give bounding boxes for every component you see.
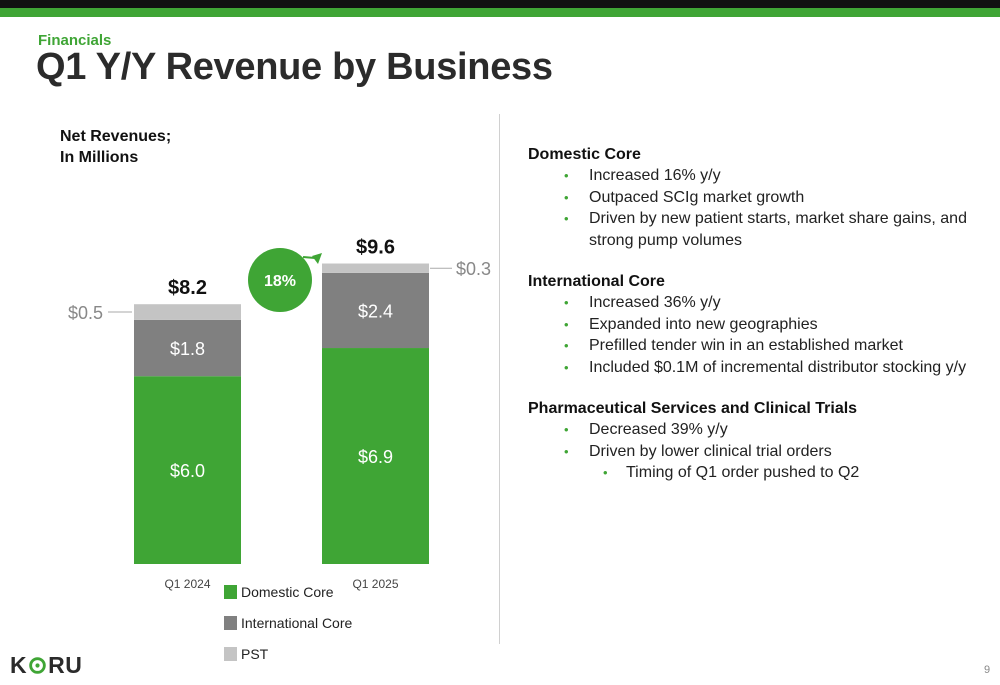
legend-swatch-international-core [224,616,237,630]
commentary-heading: International Core [528,273,665,290]
bullet-item: Outpaced SCIg market growth [528,187,968,209]
total-label: $9.6 [356,237,395,259]
commentary-heading: Domestic Core [528,146,641,163]
total-label: $8.2 [168,277,207,299]
growth-arrow-line [302,255,316,259]
bar-segment-international-core [322,272,429,349]
bar-segment-domestic-core [322,348,429,564]
x-tick-label: Q1 2024 [164,577,210,591]
revenue-chart: $6.0 $1.8 Q1 2024 $8.2 $6.9 $2.4 Q1 2025 $9.6 $0… [68,237,491,591]
chart-title-line-2: In Millions [60,149,139,166]
section-label: Financials [38,32,112,49]
bar-segment-pst [134,304,241,320]
bullet-item: Increased 36% y/y [528,292,968,314]
legend-item-pst: PST [224,646,268,662]
bullet-item: Driven by new patient starts, market sha… [528,208,968,251]
bullet-list: Increased 16% y/y Outpaced SCIg market g… [528,165,968,251]
bullet-item: Decreased 39% y/y [528,419,968,441]
company-logo: K RU [10,652,82,679]
x-tick-label: Q1 2025 [352,577,398,591]
chart-title: Net Revenues; In Millions [60,126,171,168]
legend-label: Domestic Core [241,584,334,600]
bullet-item: Increased 16% y/y [528,165,968,187]
legend-swatch-pst [224,647,237,661]
data-label: $2.4 [358,301,393,321]
commentary-panel: Domestic Core Increased 16% y/y Outpaced… [528,144,968,504]
logo-text-right: RU [48,652,83,678]
bar-segment-pst [322,263,429,273]
legend-label: PST [241,646,269,662]
data-label: $6.9 [358,447,393,467]
growth-badge-label: 18% [264,273,296,290]
data-label: $6.0 [170,461,205,481]
logo-o-icon [29,657,46,674]
pst-callout-label: $0.3 [456,259,491,279]
commentary-international-core: International Core Increased 36% y/y Exp… [528,271,968,378]
bullet-item: Prefilled tender win in an established m… [528,335,968,357]
data-label: $1.8 [170,339,205,359]
page-title: Q1 Y/Y Revenue by Business [36,46,553,88]
bullet-item: Driven by lower clinical trial orders [528,441,968,463]
commentary-domestic-core: Domestic Core Increased 16% y/y Outpaced… [528,144,968,251]
bar-segment-domestic-core [134,376,241,564]
column-divider [499,114,500,644]
bullet-item: Expanded into new geographies [528,314,968,336]
legend-label: International Core [241,615,353,631]
commentary-pharma-services: Pharmaceutical Services and Clinical Tri… [528,398,968,484]
bullet-list: Decreased 39% y/y Driven by lower clinic… [528,419,968,484]
accent-bar [0,8,1000,17]
growth-badge [248,248,312,312]
bullet-list: Increased 36% y/y Expanded into new geog… [528,292,968,378]
pst-callout-label: $0.5 [68,303,103,323]
top-bar [0,0,1000,8]
bullet-item: Included $0.1M of incremental distributo… [528,357,968,379]
legend-item-domestic-core: Domestic Core [224,584,334,600]
legend-swatch-domestic-core [224,585,237,599]
commentary-heading: Pharmaceutical Services and Clinical Tri… [528,400,858,417]
bullet-item-sub: Timing of Q1 order pushed to Q2 [528,462,968,484]
bar-segment-international-core [134,319,241,377]
page-number: 9 [984,664,991,676]
logo-text-left: K [10,652,28,678]
growth-arrow-head [312,253,322,264]
legend-item-international-core: International Core [224,615,352,631]
chart-title-line-1: Net Revenues; [60,128,172,145]
